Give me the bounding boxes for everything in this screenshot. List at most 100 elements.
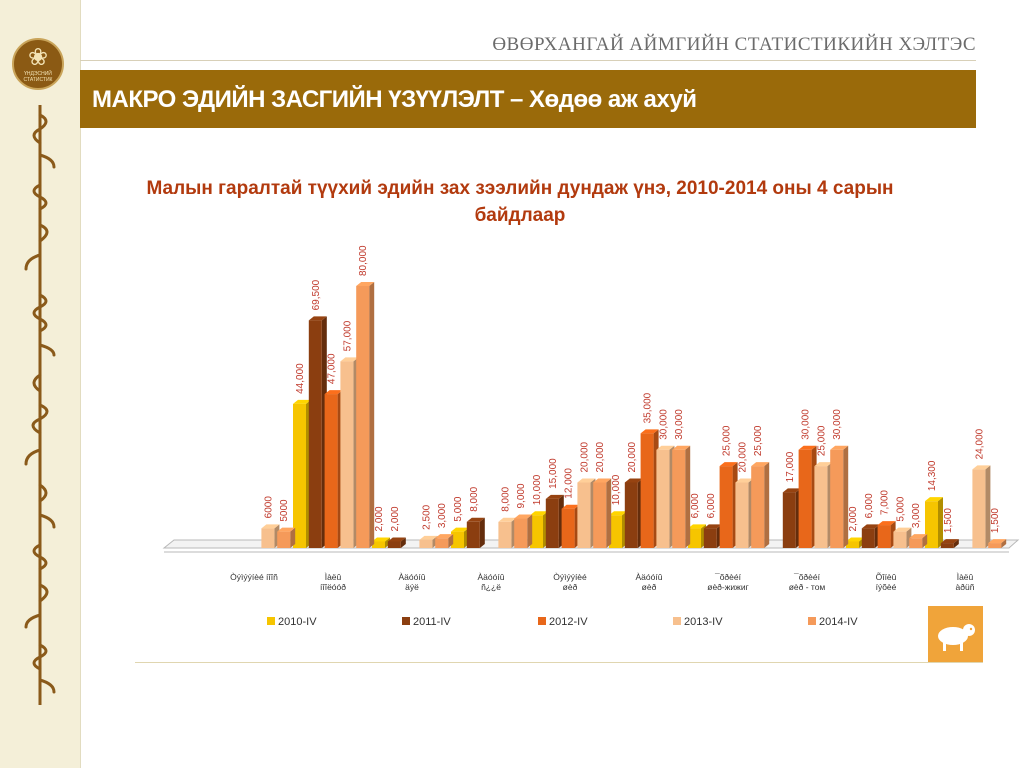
legend-item: 2013-IV [673,616,723,628]
chart-title: Малын гаралтай түүхий эдийн зах зээлийн … [146,178,894,226]
footer-divider [135,662,983,663]
bar [293,399,311,548]
data-label: 7,000 [880,490,891,515]
bar [830,445,849,548]
data-label: 8,000 [500,486,511,511]
data-label: 25,000 [816,425,827,456]
data-label: 1,500 [990,508,1001,533]
data-label: 8,000 [469,486,480,511]
data-label: 30,000 [674,409,685,440]
x-tick-label: Òýìýýíèé øèð [553,572,587,592]
x-tick-label: Òýìýýíèé íîîñ [230,572,278,582]
bar [545,494,564,548]
bar [798,445,817,548]
bar [719,462,738,548]
bar [435,534,454,548]
bar [340,357,359,548]
data-label: 6000 [263,496,274,519]
legend-item: 2014-IV [808,616,858,628]
bar [972,465,991,548]
data-label: 30,000 [832,409,843,440]
data-label: 20,000 [627,441,638,472]
left-sidebar: ❀ ҮНДЭСНИЙ СТАТИСТИК [0,0,81,768]
bar [940,539,959,548]
data-label: 80,000 [358,245,369,276]
data-label: 17,000 [785,451,796,482]
bar [277,527,296,548]
soyombo-emblem-icon: ❀ ҮНДЭСНИЙ СТАТИСТИК [12,38,64,90]
logo-symbol: ❀ [27,44,49,71]
data-label: 9,000 [516,483,527,508]
legend-swatch [267,617,275,625]
x-tick-label: Ìàëû íîîëóóð [320,572,346,592]
data-label: 20,000 [595,441,606,472]
bar [877,521,896,548]
data-label: 10,000 [532,474,543,505]
bar [308,316,327,548]
x-tick-label: Àäóóíû ñ¿¿ë [478,572,505,592]
bar [909,534,928,548]
data-label: 2,000 [848,506,859,531]
bar [514,514,533,548]
legend-label: 2014-IV [819,616,858,628]
data-label: 57,000 [342,320,353,351]
data-label: 6,000 [864,493,875,518]
data-label: 2,000 [390,506,401,531]
data-label: 5,000 [453,496,464,521]
bar [577,478,596,548]
bar [498,517,517,548]
legend-swatch [538,617,546,625]
bar [893,527,912,548]
data-label: 14,300 [927,460,938,491]
x-tick-label: Àäóóíû øèð [636,572,663,592]
bar [324,390,343,548]
legend-swatch [673,617,681,625]
legend-label: 2010-IV [278,616,317,628]
data-label: 6,000 [690,493,701,518]
bar [561,504,580,548]
bar [672,445,691,548]
bar [656,445,675,548]
data-label: 6,000 [706,493,717,518]
data-label: 25,000 [722,425,733,456]
bar [451,527,469,548]
bar [703,524,722,548]
data-label: 20,000 [737,441,748,472]
legend-item: 2010-IV [267,616,317,628]
x-tick-label: Ìàëû àðüñ [956,572,975,592]
bar [814,462,833,548]
bar [640,429,659,548]
data-label: 3,000 [437,503,448,528]
legend-item: 2011-IV [402,616,451,628]
x-tick-label: ¯õðèéí øèð-жижиг [707,572,748,592]
data-label: 2,500 [421,504,432,529]
data-label: 35,000 [643,392,654,423]
bar [925,497,943,548]
legend-swatch [402,617,410,625]
header-divider [80,60,976,61]
organization-title: ӨВӨРХАНГАЙ АЙМГИЙН СТАТИСТИКИЙН ХЭЛТЭС [492,34,976,55]
data-label: 30,000 [801,409,812,440]
bar [861,524,880,548]
data-label: 47,000 [327,353,338,384]
bar [609,511,627,548]
data-label: 3,000 [911,503,922,528]
data-label: 69,500 [311,279,322,310]
data-label: 24,000 [974,428,985,459]
bar [387,537,406,548]
data-label: 5,000 [895,496,906,521]
bar [593,478,612,548]
logo-caption: ҮНДЭСНИЙ СТАТИСТИК [23,71,53,83]
bar [735,478,754,548]
x-tick-label: ¯õðèéí øèð - том [789,572,826,592]
x-tick-label: Àäóóíû äýë [399,572,426,592]
legend-label: 2011-IV [413,616,451,628]
data-label: 30,000 [658,409,669,440]
mongolian-script-ornament-icon [24,105,56,705]
bar [624,478,643,548]
bar [372,537,390,548]
section-banner: МАКРО ЭДИЙН ЗАСГИЙН ҮЗҮҮЛЭЛТ – Хөдөө аж … [80,70,976,128]
legend-swatch [808,617,816,625]
legend-label: 2012-IV [549,616,588,628]
